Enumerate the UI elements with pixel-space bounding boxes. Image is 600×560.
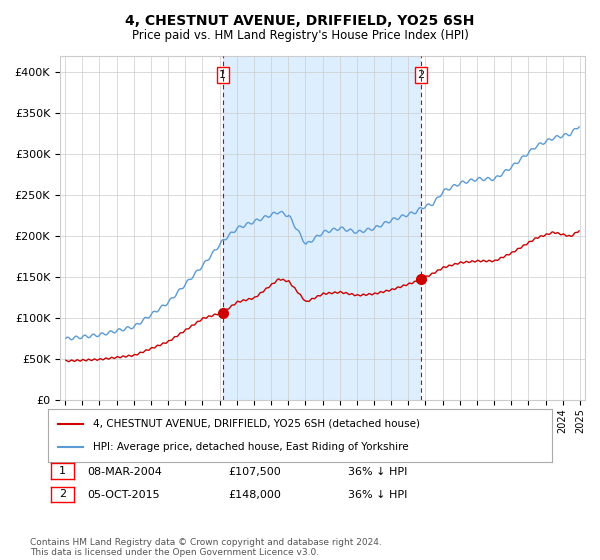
Text: 4, CHESTNUT AVENUE, DRIFFIELD, YO25 6SH: 4, CHESTNUT AVENUE, DRIFFIELD, YO25 6SH xyxy=(125,14,475,28)
Text: 36% ↓ HPI: 36% ↓ HPI xyxy=(348,490,407,500)
Text: HPI: Average price, detached house, East Riding of Yorkshire: HPI: Average price, detached house, East… xyxy=(94,442,409,452)
Text: Contains HM Land Registry data © Crown copyright and database right 2024.
This d: Contains HM Land Registry data © Crown c… xyxy=(30,538,382,557)
Text: Price paid vs. HM Land Registry's House Price Index (HPI): Price paid vs. HM Land Registry's House … xyxy=(131,29,469,42)
Bar xyxy=(223,56,421,400)
Text: 4, CHESTNUT AVENUE, DRIFFIELD, YO25 6SH (detached house): 4, CHESTNUT AVENUE, DRIFFIELD, YO25 6SH … xyxy=(94,419,421,429)
Text: 1: 1 xyxy=(59,466,66,476)
Text: 1: 1 xyxy=(220,70,226,80)
Text: 2: 2 xyxy=(418,70,425,80)
Text: £107,500: £107,500 xyxy=(228,466,281,477)
Text: 08-MAR-2004: 08-MAR-2004 xyxy=(87,466,162,477)
Text: 05-OCT-2015: 05-OCT-2015 xyxy=(87,490,160,500)
Text: 36% ↓ HPI: 36% ↓ HPI xyxy=(348,466,407,477)
Text: £148,000: £148,000 xyxy=(228,490,281,500)
Text: 2: 2 xyxy=(59,489,66,500)
